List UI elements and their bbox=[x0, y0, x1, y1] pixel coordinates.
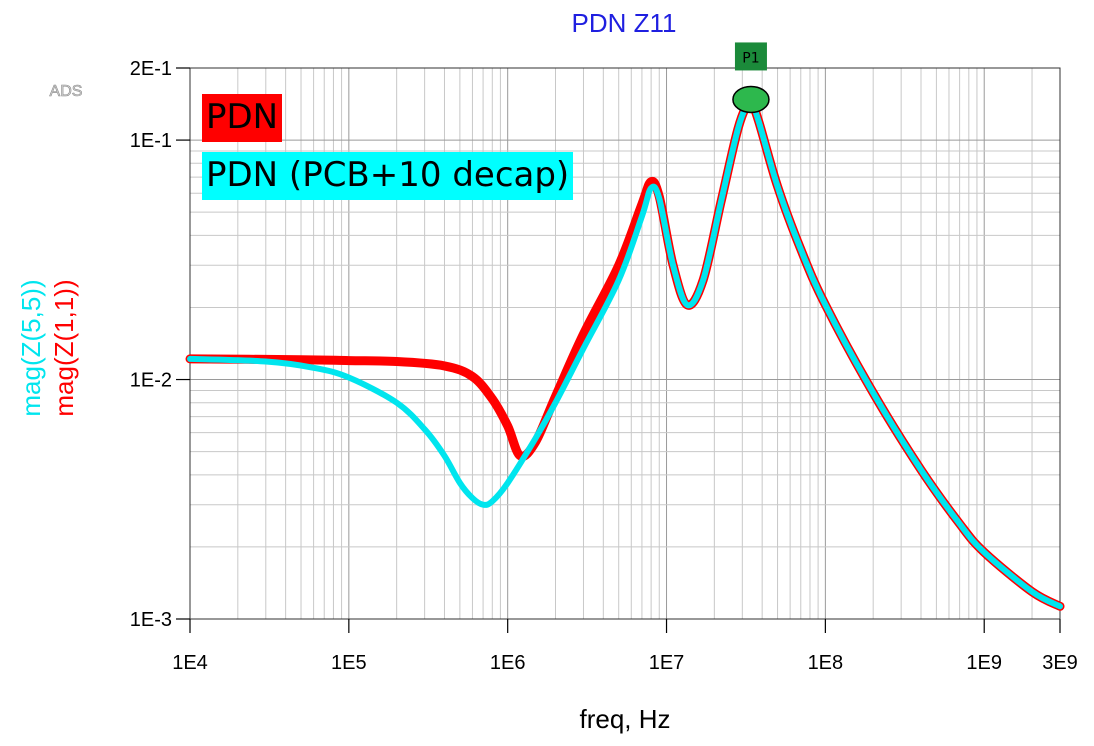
legend-entry-pdn-decap: PDN (PCB+10 decap) bbox=[202, 152, 574, 200]
ads-watermark: ADS bbox=[50, 83, 83, 100]
y-axis-label-z55: mag(Z(5,5)) bbox=[16, 279, 46, 416]
y-tick-label: 1E-2 bbox=[130, 370, 172, 392]
marker-p1-label: P1 bbox=[742, 50, 759, 66]
x-axis-label: freq, Hz bbox=[579, 704, 670, 734]
x-tick-label: 1E7 bbox=[649, 652, 685, 674]
marker-p1-label-bg bbox=[734, 42, 767, 71]
x-tick-label: 3E9 bbox=[1042, 652, 1078, 674]
y-tick-label: 2E-1 bbox=[130, 58, 172, 80]
legend-label-pdn: PDN bbox=[206, 97, 279, 137]
legend-label-pdn-decap: PDN (PCB+10 decap) bbox=[206, 155, 570, 195]
y-axis-label-z11: mag(Z(1,1)) bbox=[49, 279, 79, 416]
x-tick-label: 1E4 bbox=[172, 652, 208, 674]
series-line-1 bbox=[187, 97, 1063, 610]
y-axis-label-red: mag(Z(1,1)) bbox=[49, 279, 79, 416]
markers-group: P1 bbox=[732, 42, 770, 114]
x-axis-ticks: 1E4 1E5 1E6 1E7 1E8 1E9 3E9 bbox=[172, 619, 1078, 674]
x-tick-label: 1E8 bbox=[808, 652, 844, 674]
y-tick-label: 1E-3 bbox=[130, 609, 172, 631]
x-tick-label: 1E9 bbox=[966, 652, 1002, 674]
y-axis-ticks: 1E-3 1E-2 1E-1 2E-1 bbox=[130, 58, 190, 631]
grid bbox=[190, 68, 1060, 619]
y-tick-label: 1E-1 bbox=[130, 130, 172, 152]
x-tick-label: 1E5 bbox=[331, 652, 367, 674]
chart-title: PDN Z11 bbox=[572, 8, 677, 38]
y-axis-label-cyan: mag(Z(5,5)) bbox=[16, 279, 46, 416]
series-group bbox=[185, 95, 1065, 611]
legend-entry-pdn: PDN bbox=[202, 94, 283, 142]
plot-frame bbox=[189, 67, 1061, 620]
x-tick-label: 1E6 bbox=[490, 652, 526, 674]
marker-p1-dot[interactable] bbox=[732, 85, 770, 114]
